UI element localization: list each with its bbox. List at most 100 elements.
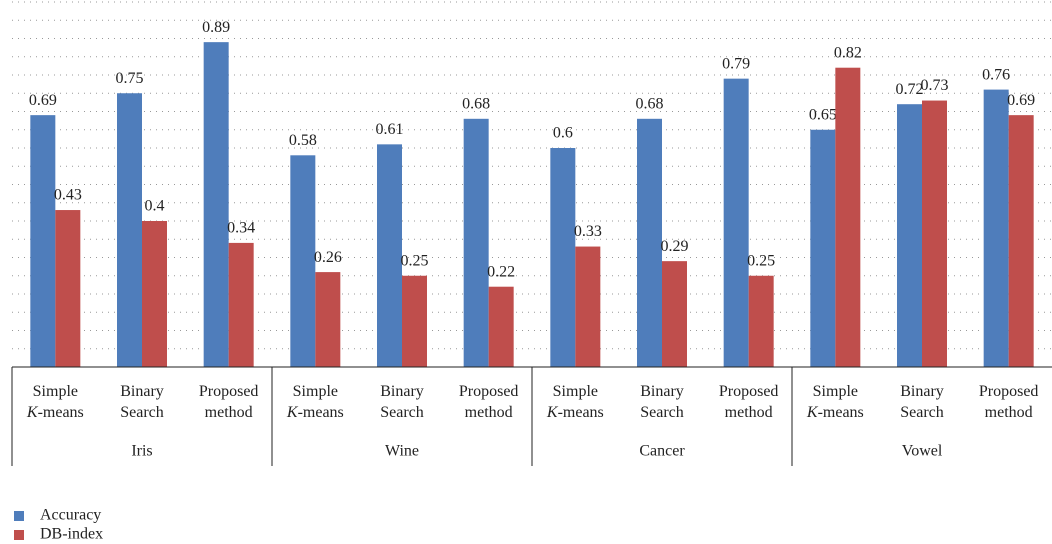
x-tick-label-line: Simple: [293, 383, 338, 400]
bar: [142, 221, 167, 367]
x-tick-label: Binary Search: [640, 383, 684, 421]
x-tick-label-italic: K: [806, 404, 819, 421]
bar: [55, 210, 81, 367]
x-tick-label-line: Binary: [380, 383, 424, 400]
value-label: 0.82: [834, 44, 862, 61]
bar: [810, 129, 836, 367]
bar: [290, 155, 316, 367]
x-tick-label-line: Search: [120, 404, 164, 421]
value-label: 0.58: [289, 132, 317, 149]
x-tick-label-rest: -means: [298, 404, 344, 421]
group-label: Iris: [131, 443, 152, 460]
x-tick-label: Binary Search: [900, 383, 944, 421]
value-label: 0.69: [29, 92, 57, 109]
value-label: 0.76: [982, 66, 1010, 83]
x-tick-label-line: Simple: [33, 383, 78, 400]
value-label: 0.89: [202, 19, 230, 36]
x-tick-label-line: Search: [640, 404, 684, 421]
value-label: 0.43: [54, 187, 82, 204]
x-tick-label-line: Search: [900, 404, 944, 421]
x-tick-label-line: Proposed: [979, 383, 1039, 400]
x-tick-label: Simple K-means: [546, 383, 604, 421]
value-label: 0.65: [809, 106, 837, 123]
x-tick-label-line: method: [725, 404, 773, 421]
x-tick-label-line: K-means: [286, 404, 344, 421]
value-label: 0.68: [636, 95, 664, 112]
bar: [315, 272, 341, 367]
x-tick-label: Simple K-means: [26, 383, 84, 421]
x-tick-label-rest: -means: [38, 404, 84, 421]
x-tick-label-line: Proposed: [719, 383, 779, 400]
x-tick-label-italic: K: [286, 404, 299, 421]
value-label: 0.69: [1007, 92, 1035, 109]
bar: [117, 93, 142, 367]
legend-label: Accuracy: [40, 507, 101, 524]
x-tick-label-line: Simple: [813, 383, 858, 400]
legend-swatch: [14, 511, 24, 521]
bar: [922, 100, 947, 368]
value-label: 0.75: [116, 70, 144, 87]
value-label: 0.6: [553, 125, 573, 142]
x-tick-label-rest: -means: [558, 404, 604, 421]
group-label: Wine: [385, 443, 419, 460]
x-tick-label-line: Binary: [900, 383, 944, 400]
value-label: 0.25: [401, 252, 429, 269]
bar: [723, 78, 749, 368]
value-label: 0.34: [227, 220, 255, 237]
value-label: 0.68: [462, 95, 490, 112]
bar: [550, 148, 576, 367]
value-label: 0.26: [314, 249, 342, 266]
bar: [983, 89, 1009, 367]
x-tick-label-line: Proposed: [199, 383, 259, 400]
x-tick-label-italic: K: [26, 404, 39, 421]
x-tick-label-line: Search: [380, 404, 424, 421]
x-tick-label-line: method: [985, 404, 1033, 421]
x-tick-label-line: Binary: [120, 383, 164, 400]
value-label: 0.4: [145, 198, 165, 215]
x-tick-label-rest: -means: [818, 404, 864, 421]
value-label: 0.73: [921, 77, 949, 94]
x-tick-label: Proposed method: [719, 383, 779, 421]
bar: [30, 115, 56, 368]
group-label: Cancer: [639, 443, 685, 460]
value-label: 0.72: [896, 81, 924, 98]
x-tick-label-line: Proposed: [459, 383, 519, 400]
value-label: 0.29: [661, 238, 689, 255]
bar: [228, 242, 254, 367]
bar: [748, 275, 774, 367]
legend-swatch: [14, 530, 24, 540]
value-label: 0.61: [376, 121, 404, 138]
x-tick-label-line: method: [465, 404, 513, 421]
x-tick-label: Proposed method: [979, 383, 1039, 421]
x-tick-label: Simple K-means: [286, 383, 344, 421]
bar: [575, 246, 601, 367]
x-tick-label-line: Simple: [553, 383, 598, 400]
x-tick-label: Binary Search: [380, 383, 424, 421]
bar: [463, 118, 489, 367]
bar: [637, 118, 662, 367]
x-tick-label-line: K-means: [546, 404, 604, 421]
x-tick-label-line: method: [205, 404, 253, 421]
x-tick-label: Proposed method: [199, 383, 259, 421]
legend-label: DB-index: [40, 526, 103, 543]
value-label: 0.25: [747, 252, 775, 269]
bar: [402, 275, 427, 367]
value-label: 0.79: [722, 55, 750, 72]
x-tick-label: Binary Search: [120, 383, 164, 421]
value-label: 0.33: [574, 223, 602, 240]
x-tick-label-italic: K: [546, 404, 559, 421]
value-label: 0.22: [487, 263, 515, 280]
bar: [203, 42, 229, 368]
bar: [662, 261, 687, 367]
x-tick-label: Proposed method: [459, 383, 519, 421]
x-tick-label-line: K-means: [806, 404, 864, 421]
group-label: Vowel: [902, 443, 943, 460]
bar: [488, 286, 514, 367]
x-tick-label: Simple K-means: [806, 383, 864, 421]
x-tick-label-line: Binary: [640, 383, 684, 400]
bar: [835, 67, 861, 367]
bar: [897, 104, 922, 367]
bar: [1008, 115, 1034, 368]
x-tick-label-line: K-means: [26, 404, 84, 421]
